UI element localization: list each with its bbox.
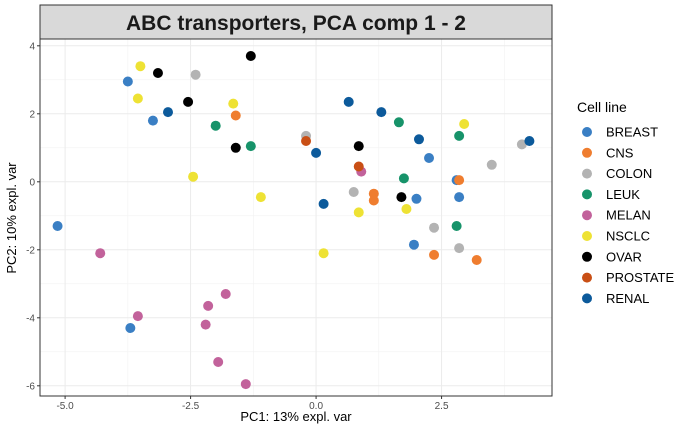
legend-label-nsclc: NSCLC — [606, 229, 650, 244]
legend-label-colon: COLON — [606, 166, 652, 181]
x-axis-title: PC1: 13% expl. var — [240, 409, 352, 424]
legend-label-breast: BREAST — [606, 125, 658, 140]
y-tick-label: 4 — [29, 41, 35, 52]
point-renal — [524, 136, 535, 146]
point-renal — [318, 198, 329, 209]
point-nsclc — [135, 61, 146, 72]
point-nsclc — [353, 207, 364, 218]
point-melan — [200, 319, 211, 330]
legend-label-cns: CNS — [606, 145, 634, 160]
point-nsclc — [255, 192, 266, 203]
legend-label-melan: MELAN — [606, 208, 651, 223]
point-colon — [454, 243, 465, 254]
point-colon — [190, 69, 201, 80]
data-points — [52, 51, 535, 390]
point-breast — [52, 221, 63, 231]
legend-key-prostate — [582, 272, 592, 283]
plot-panel — [39, 38, 553, 397]
x-tick-label: 0.0 — [309, 401, 323, 412]
point-melan — [220, 289, 231, 299]
legend-key-nsclc — [582, 231, 592, 241]
point-renal — [413, 134, 424, 145]
point-breast — [408, 239, 419, 250]
point-cns — [230, 110, 241, 121]
point-colon — [486, 159, 497, 170]
point-leuk — [451, 221, 462, 231]
point-leuk — [393, 117, 404, 128]
chart-title: ABC transporters, PCA comp 1 - 2 — [126, 12, 466, 35]
legend-key-renal — [582, 293, 592, 304]
legend-key-ovar — [582, 251, 592, 262]
point-prostate — [353, 161, 364, 172]
panel-border — [39, 38, 553, 397]
y-tick-label: 0 — [29, 177, 35, 188]
x-tick-label: -5.0 — [56, 401, 74, 412]
legend-key-melan — [582, 210, 592, 221]
point-nsclc — [401, 204, 412, 214]
point-breast — [125, 323, 136, 333]
point-nsclc — [188, 171, 199, 182]
x-tick-label: 2.5 — [435, 401, 449, 412]
point-cns — [368, 195, 379, 206]
legend-key-leuk — [582, 189, 592, 200]
legend-key-cns — [582, 147, 592, 158]
y-tick-label: -2 — [26, 245, 35, 256]
point-ovar — [353, 141, 364, 152]
title-strip — [39, 4, 553, 40]
point-melan — [203, 300, 214, 311]
point-leuk — [245, 141, 256, 152]
legend-key-colon — [582, 168, 592, 179]
legend-key-breast — [582, 127, 592, 137]
x-axis: -5.0 -2.5 0.0 2.5 — [56, 396, 449, 412]
point-renal — [163, 107, 173, 118]
point-melan — [95, 248, 106, 259]
point-ovar — [230, 142, 241, 153]
x-tick-label: -2.5 — [182, 401, 200, 412]
point-leuk — [454, 130, 465, 141]
point-ovar — [183, 96, 194, 107]
point-nsclc — [228, 98, 239, 109]
point-leuk — [210, 120, 221, 131]
point-renal — [311, 147, 322, 158]
point-ovar — [152, 68, 163, 78]
legend-label-prostate: PROSTATE — [606, 270, 674, 285]
point-prostate — [301, 136, 312, 146]
y-tick-label: -4 — [26, 313, 35, 324]
y-axis-title: PC2: 10% expl. var — [4, 162, 19, 274]
point-melan — [132, 311, 143, 322]
y-tick-label: -6 — [26, 381, 35, 392]
point-breast — [147, 115, 158, 126]
y-tick-label: 2 — [29, 109, 35, 120]
point-breast — [454, 192, 465, 203]
point-melan — [213, 357, 224, 367]
point-ovar — [245, 51, 256, 61]
point-cns — [454, 175, 465, 186]
point-cns — [429, 249, 440, 260]
legend-label-ovar: OVAR — [606, 249, 642, 264]
point-colon — [429, 222, 440, 233]
point-leuk — [398, 173, 409, 184]
point-colon — [516, 139, 527, 150]
point-renal — [343, 96, 354, 107]
point-nsclc — [132, 93, 143, 104]
legend: BREAST CNS COLON LEUK MELAN NSCLC OVAR PROSTATE… — [582, 125, 674, 306]
legend-label-renal: RENAL — [606, 291, 649, 306]
point-ovar — [396, 192, 407, 203]
point-nsclc — [318, 248, 329, 259]
point-renal — [376, 107, 387, 118]
point-cns — [471, 255, 482, 265]
point-breast — [424, 153, 435, 163]
point-melan — [240, 379, 251, 390]
point-colon — [348, 187, 359, 197]
legend-title: Cell line — [577, 99, 627, 115]
point-breast — [122, 76, 133, 87]
legend-label-leuk: LEUK — [606, 187, 640, 202]
y-axis: -6 -4 -2 0 2 4 — [26, 41, 40, 392]
point-nsclc — [459, 119, 470, 129]
point-breast — [411, 193, 422, 204]
